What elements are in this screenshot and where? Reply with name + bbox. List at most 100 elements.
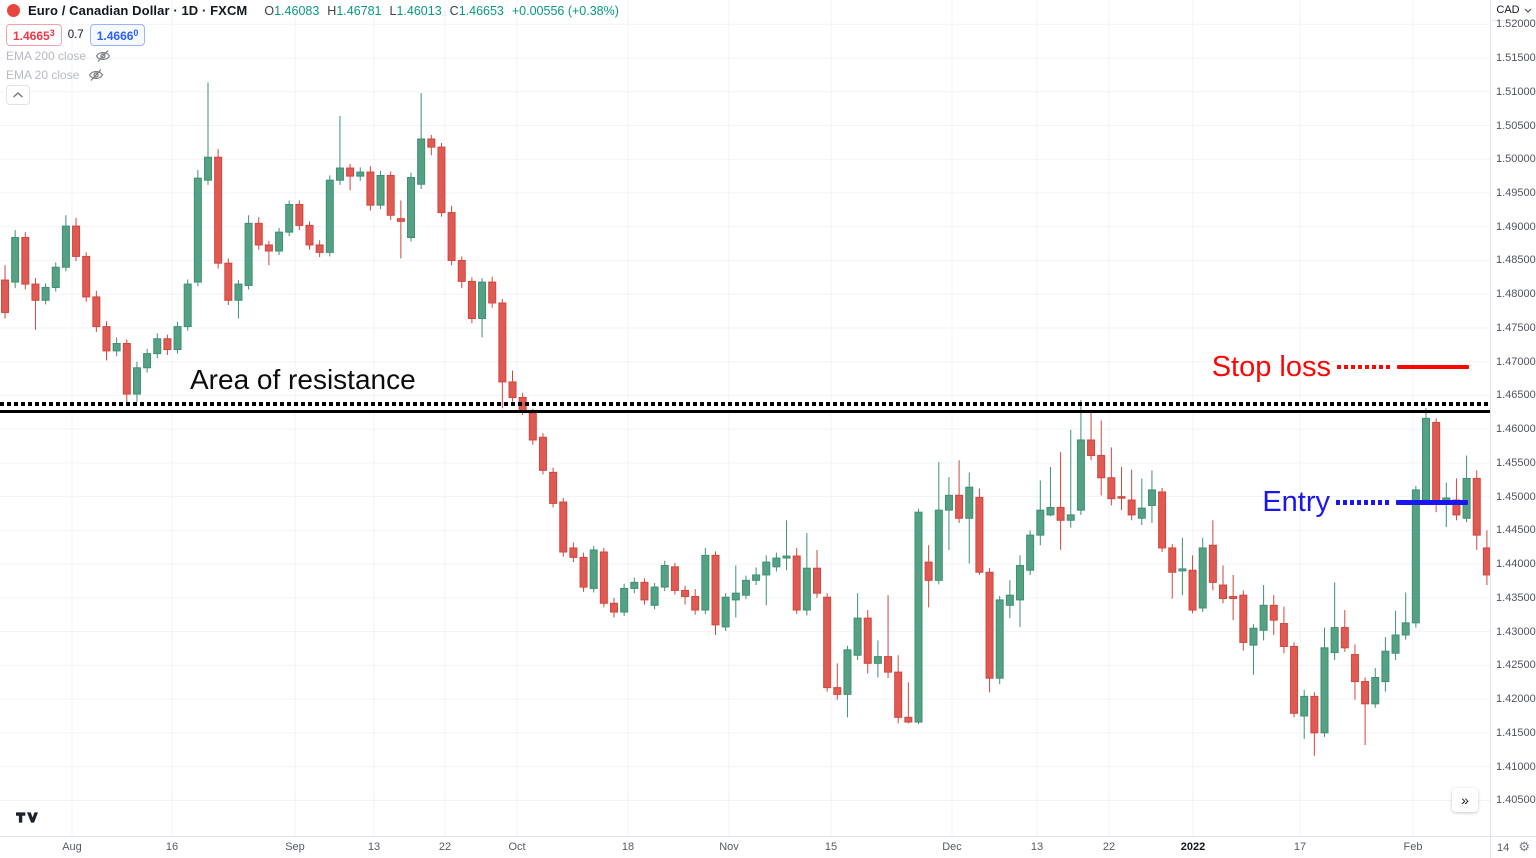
buy-ask-button[interactable]: 1.46660 — [89, 24, 146, 46]
candle-body — [1229, 596, 1238, 600]
candle-body — [559, 501, 568, 553]
candle-body — [1239, 594, 1248, 643]
candle-body — [1097, 454, 1106, 479]
stop-loss-price-line — [1397, 365, 1469, 370]
candle-body — [914, 511, 923, 723]
entry-label: Entry — [1262, 486, 1330, 519]
candle-body — [975, 496, 984, 573]
price-tick-label: 1.51000 — [1496, 85, 1536, 98]
candle-body — [701, 554, 710, 611]
chevron-up-icon — [12, 86, 24, 104]
candle-body — [610, 602, 618, 613]
candle-body — [1472, 477, 1481, 536]
candle-body — [305, 224, 314, 246]
candle-body — [163, 338, 172, 351]
candle-body — [660, 564, 669, 588]
candle-body — [965, 486, 974, 519]
candle-body — [528, 412, 537, 441]
entry-annotation[interactable]: Entry — [1262, 485, 1468, 521]
candle-body — [1391, 634, 1400, 654]
candle-body — [1340, 627, 1349, 649]
price-axis[interactable]: CAD 1.52000 1.51500 1.51000 1.50500 1.50000 1… — [1490, 0, 1536, 836]
candle-body — [508, 381, 517, 398]
candle-body — [681, 589, 690, 598]
close-label: C — [449, 3, 459, 18]
area-of-resistance-label: Area of resistance — [190, 364, 416, 396]
eye-off-icon[interactable] — [95, 49, 111, 63]
candle-body — [153, 338, 162, 355]
time-tick-label: Aug — [62, 841, 82, 853]
gear-icon[interactable]: ⚙ — [1518, 840, 1530, 855]
candle-body — [904, 716, 913, 723]
time-tick-label: Oct — [508, 841, 526, 853]
candle-body — [1259, 604, 1268, 631]
candle-body — [1290, 645, 1299, 714]
indicator-row-ema20[interactable]: EMA 20 close — [6, 68, 104, 82]
candle-body — [366, 171, 375, 206]
candle-body — [833, 687, 842, 695]
sell-bid-button[interactable]: 1.46653 — [6, 24, 62, 46]
time-tick-label: 22 — [438, 841, 452, 853]
currency-dropdown[interactable]: CAD — [1491, 2, 1536, 18]
candle-body — [427, 138, 436, 148]
symbol-header[interactable]: Euro / Canadian Dollar · 1D · FXCM O1.46… — [6, 3, 619, 18]
candle-body — [82, 255, 91, 298]
low-label: L — [389, 3, 397, 18]
time-tick-label: 13 — [1030, 841, 1044, 853]
candle-body — [143, 353, 152, 369]
candle-body — [467, 280, 476, 320]
candle-body — [569, 547, 578, 558]
time-tick-label: Sep — [285, 841, 305, 853]
candle-body — [863, 617, 872, 664]
candle-body — [447, 212, 456, 261]
resistance-dotted-line[interactable] — [0, 402, 1490, 407]
axis-corner-cell: 14 ⚙ — [1490, 836, 1536, 858]
tradingview-logo[interactable] — [16, 810, 38, 830]
collapse-legend-button[interactable] — [6, 85, 30, 105]
candle-body — [985, 571, 994, 679]
candle-body — [1147, 489, 1156, 506]
scroll-right-button[interactable]: » — [1452, 788, 1478, 812]
candlestick-canvas[interactable] — [0, 0, 1490, 836]
symbol-title[interactable]: Euro / Canadian Dollar · 1D · FXCM — [28, 3, 248, 18]
candle-body — [275, 231, 284, 252]
price-tick-label: 1.52000 — [1496, 18, 1536, 31]
candle-body — [193, 177, 202, 283]
time-axis[interactable]: Aug 16 Sep 13 22 Oct 18 Nov 15 Dec 13 22 2022 17 Feb — [0, 836, 1490, 858]
resistance-solid-line[interactable] — [0, 409, 1490, 413]
price-tick-label: 1.43000 — [1496, 625, 1536, 638]
candle-body — [1127, 499, 1136, 516]
currency-pair-icon — [6, 3, 21, 18]
candle-body — [711, 554, 720, 626]
candle-body — [1016, 564, 1024, 601]
candle-body — [285, 203, 294, 233]
time-tick-label: Feb — [1403, 841, 1423, 853]
candle-body — [1300, 695, 1309, 717]
entry-dotted-line — [1336, 500, 1390, 506]
candle-body — [224, 262, 233, 301]
candle-body — [1158, 491, 1167, 549]
candle-body — [122, 342, 131, 395]
price-tick-label: 1.48000 — [1496, 288, 1536, 301]
candle-body — [498, 302, 507, 383]
time-tick-label: 18 — [621, 841, 635, 853]
candle-body — [813, 567, 821, 594]
time-tick-label: 22 — [1102, 841, 1116, 853]
candle-body — [1208, 544, 1217, 583]
price-tick-label: 1.50500 — [1496, 119, 1536, 132]
price-tick-label: 1.49000 — [1496, 220, 1536, 233]
stop-loss-annotation[interactable]: Stop loss — [1212, 349, 1469, 385]
candle-body — [772, 557, 781, 568]
candle-body — [650, 586, 659, 606]
eye-off-icon[interactable] — [88, 68, 104, 82]
candle-body — [792, 555, 801, 611]
candle-body — [183, 283, 192, 328]
indicator-row-ema200[interactable]: EMA 200 close — [6, 49, 111, 63]
price-tick-label: 1.51500 — [1496, 52, 1536, 65]
candle-body — [640, 581, 649, 601]
time-tick-label: 16 — [165, 841, 179, 853]
candle-body — [1361, 681, 1370, 705]
axis-separator — [1491, 20, 1536, 21]
candle-body — [407, 176, 415, 239]
double-chevron-right-icon: » — [1461, 792, 1469, 808]
